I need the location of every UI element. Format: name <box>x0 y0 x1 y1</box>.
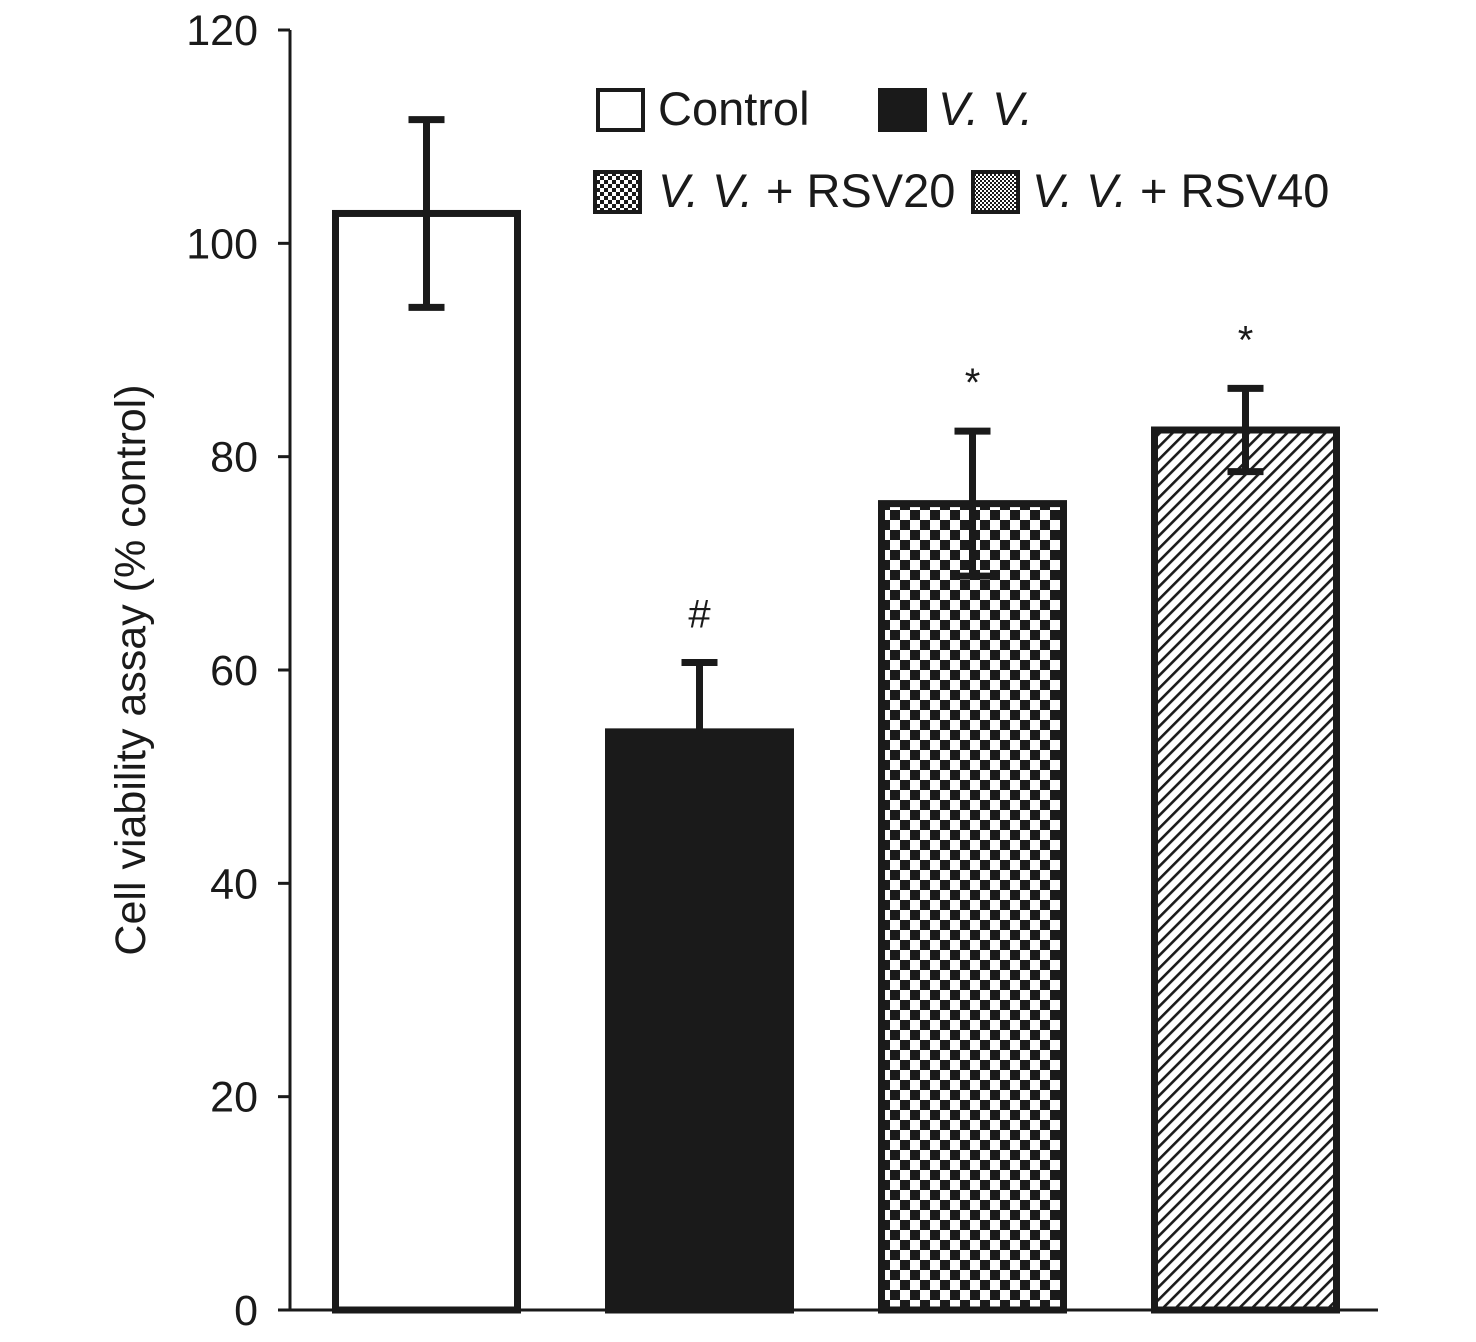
annotation-2: # <box>688 593 711 637</box>
annotation-3: * <box>965 361 981 405</box>
y-tick-label: 80 <box>210 434 258 482</box>
y-tick-label: 40 <box>210 860 258 908</box>
legend-label-3: V. V. + RSV20 <box>658 164 955 217</box>
y-tick-label: 120 <box>186 7 258 55</box>
significance-annotations: # * * <box>688 318 1253 636</box>
y-ticks: 0 20 40 60 80 100 120 <box>186 7 290 1335</box>
bars <box>332 209 1340 1314</box>
error-bars <box>408 116 1264 805</box>
legend-label-2: V. V. <box>938 82 1033 135</box>
legend-label-4: V. V. + RSV40 <box>1032 164 1329 217</box>
bar-1 <box>332 209 521 1314</box>
y-tick-label: 20 <box>210 1074 258 1122</box>
legend-label-1: Control <box>658 82 810 135</box>
annotation-4: * <box>1238 318 1254 362</box>
y-tick-label: 60 <box>210 647 258 695</box>
bar-2 <box>605 728 794 1314</box>
legend-swatch-4 <box>971 170 1020 214</box>
legend-swatch-3 <box>593 170 642 214</box>
bar-4 <box>1151 426 1340 1314</box>
legend: Control V. V. V. V. + RSV20 V. V. + RSV40 <box>593 82 1329 217</box>
legend-swatch-1 <box>596 88 645 132</box>
y-tick-label: 100 <box>186 220 258 268</box>
legend-swatch-2 <box>878 88 927 132</box>
y-tick-label: 0 <box>234 1287 258 1335</box>
bar-3 <box>878 500 1067 1314</box>
y-axis-title: Cell viability assay (% control) <box>107 384 155 955</box>
